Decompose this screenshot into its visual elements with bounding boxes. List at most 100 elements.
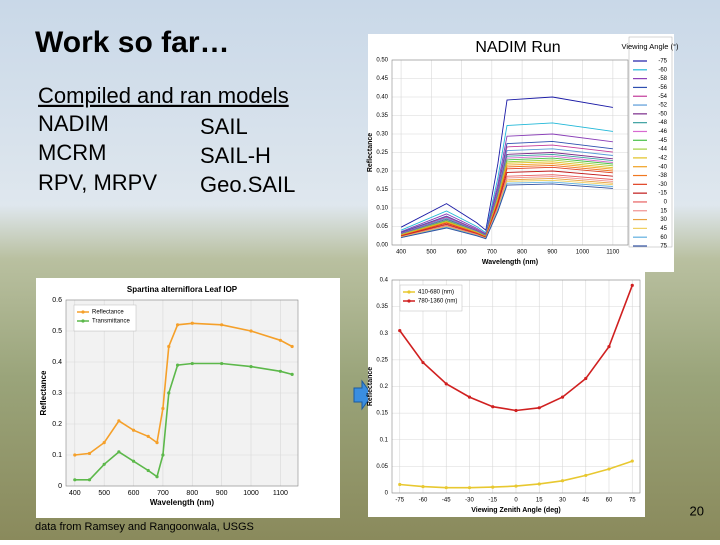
y-tick-label: 0.4 — [52, 359, 62, 366]
legend-label: -15 — [658, 191, 667, 197]
data-point — [175, 323, 180, 327]
chart-title: Spartina alterniflora Leaf IOP — [127, 285, 238, 294]
y-tick-label: 0.45 — [376, 76, 388, 82]
y-tick-label: 0 — [58, 483, 62, 490]
legend-label: -42 — [658, 155, 667, 161]
arrow — [353, 379, 373, 411]
y-tick-label: 0.15 — [376, 187, 388, 193]
data-point — [444, 382, 448, 386]
legend-box — [73, 304, 137, 332]
x-tick-label: 700 — [487, 250, 498, 256]
data-point — [278, 369, 282, 373]
chart-title: NADIM Run — [475, 39, 560, 56]
data-point — [161, 406, 165, 411]
data-point — [607, 467, 611, 471]
y-tick-label: 0.10 — [376, 206, 388, 212]
data-point — [146, 468, 150, 473]
data-point — [73, 478, 77, 482]
y-tick-label: 0.00 — [376, 243, 388, 249]
y-tick-label: 0.25 — [376, 357, 388, 363]
y-axis-label: Reflectance — [39, 370, 48, 415]
x-tick-label: 1000 — [243, 490, 259, 497]
chart-background — [368, 272, 645, 517]
data-point — [87, 478, 92, 482]
y-axis-label: Reflectance — [367, 367, 374, 406]
data-point — [167, 344, 171, 349]
data-point — [131, 459, 136, 463]
x-tick-label: 400 — [69, 490, 81, 497]
data-point — [444, 486, 448, 490]
legend-label: -50 — [658, 111, 667, 117]
x-tick-label: 500 — [426, 250, 437, 256]
model: SAIL-H — [200, 143, 271, 168]
legend-label: -54 — [658, 94, 667, 100]
x-tick-label: 900 — [547, 250, 558, 256]
data-point — [249, 365, 253, 369]
data-point — [220, 361, 224, 366]
x-tick-label: 1100 — [606, 250, 620, 256]
legend-label: 0 — [664, 200, 668, 206]
legend-box — [399, 284, 463, 312]
data-point — [560, 479, 565, 483]
x-tick-label: 400 — [396, 250, 407, 256]
model: RPV, MRPV — [38, 170, 157, 195]
data-point — [537, 482, 541, 486]
y-tick-label: 0.40 — [376, 95, 388, 101]
series-line — [400, 122, 613, 234]
y-tick-label: 0.35 — [376, 304, 388, 310]
legend-label: -45 — [658, 138, 667, 144]
data-point — [584, 473, 588, 478]
plot-frame — [391, 59, 629, 246]
y-tick-label: 0.4 — [380, 278, 389, 284]
x-tick-label: 60 — [606, 498, 613, 504]
plot-frame — [65, 299, 299, 487]
x-tick-label: 600 — [457, 250, 468, 256]
legend-label: Reflectance — [92, 310, 124, 316]
legend-label: 30 — [660, 217, 667, 223]
x-tick-label: 1100 — [273, 490, 288, 497]
subtitle: Compiled and ran models — [38, 83, 289, 108]
series-line — [401, 183, 613, 240]
legend-label: -40 — [658, 164, 667, 170]
x-tick-label: 600 — [128, 490, 140, 497]
legend-label: -38 — [658, 173, 667, 179]
x-tick-label: 800 — [517, 250, 528, 256]
data-point — [175, 363, 180, 367]
y-tick-label: 0.30 — [376, 132, 388, 138]
data-point — [560, 395, 565, 399]
y-tick-label: 0.15 — [376, 411, 388, 417]
x-tick-label: 900 — [216, 490, 228, 497]
legend-marker — [81, 310, 85, 314]
legend-label: -44 — [658, 147, 667, 153]
x-tick-label: -15 — [488, 498, 497, 504]
data-point — [73, 453, 77, 457]
data-point — [398, 482, 402, 487]
data-point — [117, 419, 121, 423]
legend-label: -48 — [658, 120, 667, 126]
y-tick-label: 0.50 — [376, 58, 388, 64]
x-axis-label: Wavelength (nm) — [482, 259, 538, 266]
y-tick-label: 0.1 — [52, 452, 62, 459]
model: Geo.SAIL — [200, 172, 295, 197]
data-point — [220, 323, 224, 327]
x-axis-label: Wavelength (nm) — [150, 498, 214, 507]
data-point — [514, 408, 518, 413]
y-tick-label: 0.1 — [380, 437, 389, 443]
data-point — [155, 441, 159, 445]
data-point — [290, 344, 294, 349]
legend-title: Viewing Angle (°) — [621, 42, 679, 51]
data-point — [467, 395, 472, 399]
data-point — [514, 484, 518, 488]
legend-label: -30 — [658, 182, 667, 188]
y-tick-label: 0.6 — [52, 297, 62, 304]
y-tick-label: 0.05 — [376, 464, 388, 470]
page-number: 20 — [690, 503, 704, 518]
x-tick-label: 75 — [629, 498, 636, 504]
data-point — [584, 376, 588, 381]
data-point — [249, 329, 253, 333]
plot-frame — [391, 279, 641, 494]
y-tick-label: 0.35 — [376, 113, 388, 119]
model: NADIM — [38, 111, 109, 136]
legend-label: 45 — [660, 226, 667, 232]
